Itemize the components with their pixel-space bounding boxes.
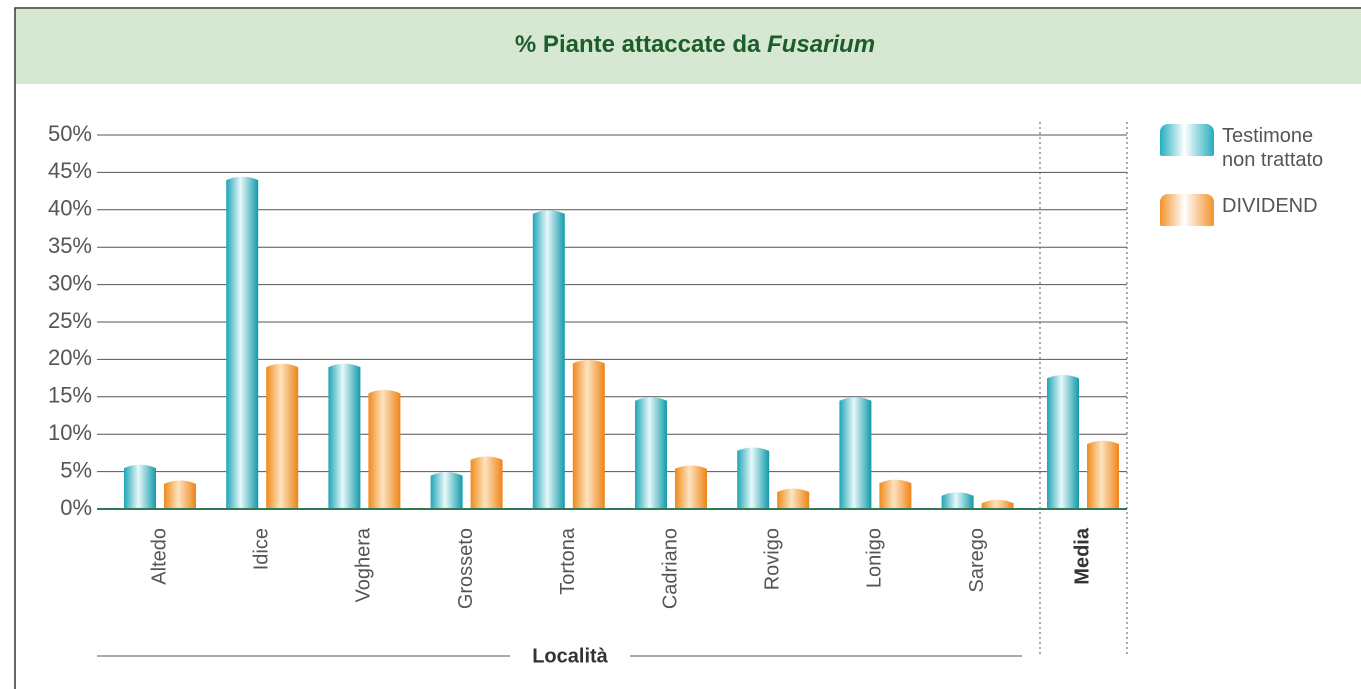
- bar: [981, 499, 1014, 509]
- title-italic: Fusarium: [767, 31, 875, 58]
- chart-title: % Piante attaccate da Fusarium: [515, 31, 875, 58]
- title-text: % Piante attaccate da: [515, 31, 761, 58]
- bar: [124, 464, 156, 509]
- y-tick-label: 45%: [48, 158, 92, 183]
- x-tick-label: Cadriano: [659, 528, 681, 609]
- bar: [879, 479, 912, 509]
- y-tick-label: 10%: [48, 420, 92, 445]
- y-tick-label: 25%: [48, 308, 92, 333]
- legend-item: Testimone non trattato: [1160, 124, 1360, 172]
- bar: [226, 176, 259, 509]
- y-tick-label: 50%: [48, 121, 92, 146]
- y-tick-label: 15%: [48, 383, 92, 408]
- bar: [572, 359, 605, 509]
- bar: [777, 488, 810, 509]
- y-tick-label: 30%: [48, 270, 92, 295]
- legend-swatch: [1160, 194, 1214, 226]
- y-tick-label: 35%: [48, 233, 92, 258]
- y-tick-label: 5%: [60, 457, 92, 482]
- y-tick-label: 20%: [48, 345, 92, 370]
- legend: Testimone non trattato DIVIDEND: [1160, 124, 1360, 248]
- x-tick-label: Rovigo: [761, 528, 783, 590]
- x-tick-label: Idice: [250, 528, 272, 570]
- bar: [430, 472, 463, 509]
- legend-swatch: [1160, 124, 1214, 156]
- y-tick-label: 40%: [48, 196, 92, 221]
- header: [16, 9, 1361, 84]
- frame: [14, 7, 1361, 689]
- x-tick-label: Tortona: [557, 527, 579, 595]
- x-tick-label: Lonigo: [864, 528, 886, 588]
- bar: [470, 456, 503, 509]
- bar: [532, 210, 565, 510]
- legend-label: DIVIDEND: [1222, 195, 1318, 217]
- x-tick-label: Sarego: [966, 528, 988, 593]
- bar: [839, 397, 872, 509]
- x-tick-label: Grosseto: [455, 528, 477, 609]
- legend-label: Testimone non trattato: [1222, 125, 1324, 171]
- bar: [1047, 374, 1079, 509]
- grid: [97, 134, 1127, 510]
- y-tick-label: 0%: [60, 495, 92, 520]
- x-axis-label: Località: [532, 645, 608, 667]
- bar: [368, 389, 401, 509]
- bar: [941, 492, 974, 509]
- bar: [635, 397, 667, 509]
- bar: [675, 465, 707, 509]
- bar: [737, 447, 770, 509]
- bar: [1087, 440, 1119, 509]
- bar: [266, 363, 299, 509]
- legend-item: DIVIDEND: [1160, 194, 1360, 226]
- x-tick-label: Media: [1071, 527, 1093, 585]
- x-tick-label: Voghera: [353, 527, 375, 602]
- bar: [164, 480, 196, 509]
- bar: [328, 363, 361, 509]
- x-tick-label: Altedo: [148, 528, 170, 585]
